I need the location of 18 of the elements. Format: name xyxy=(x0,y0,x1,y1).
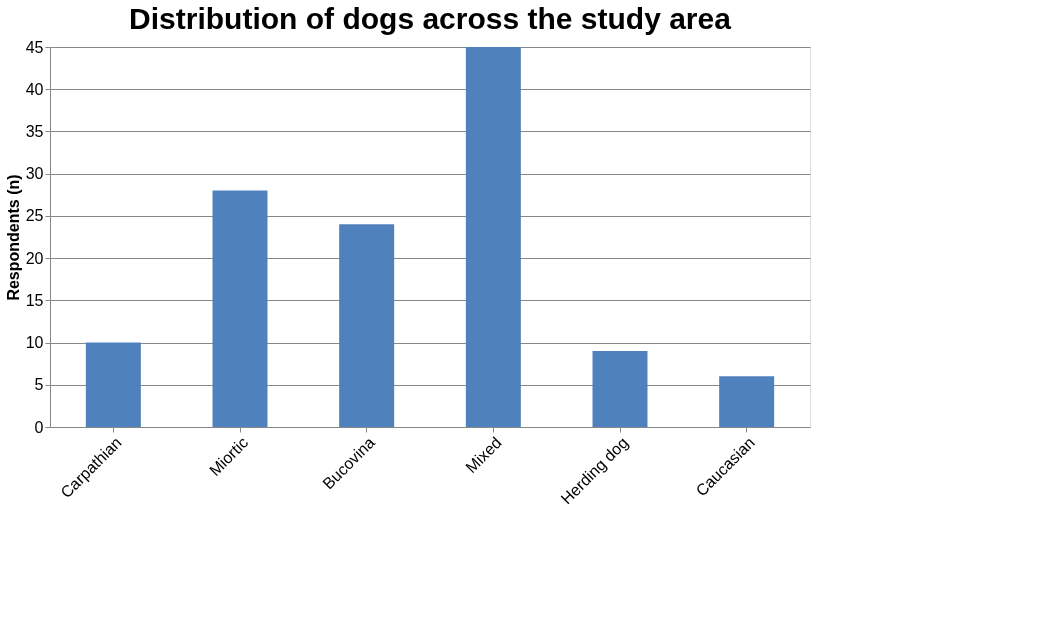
y-tick-label: 10 xyxy=(25,334,44,352)
chart-title: Distribution of dogs across the study area xyxy=(129,2,732,35)
bar xyxy=(85,342,141,427)
bar xyxy=(719,376,775,427)
y-tick-label: 5 xyxy=(34,376,44,394)
y-tick-label: 40 xyxy=(25,80,44,98)
y-tick-label: 0 xyxy=(34,418,44,436)
bar xyxy=(592,351,648,427)
y-axis-title: Respondents (n) xyxy=(4,174,22,301)
bar xyxy=(212,190,268,427)
bar xyxy=(339,224,395,427)
y-tick-label: 45 xyxy=(25,38,44,56)
y-tick-label: 35 xyxy=(25,122,44,140)
y-tick-label: 25 xyxy=(25,207,44,225)
y-tick-label: 15 xyxy=(25,291,44,309)
bar xyxy=(465,47,521,427)
y-tick-label: 20 xyxy=(25,249,44,267)
y-tick-label: 30 xyxy=(25,165,44,183)
